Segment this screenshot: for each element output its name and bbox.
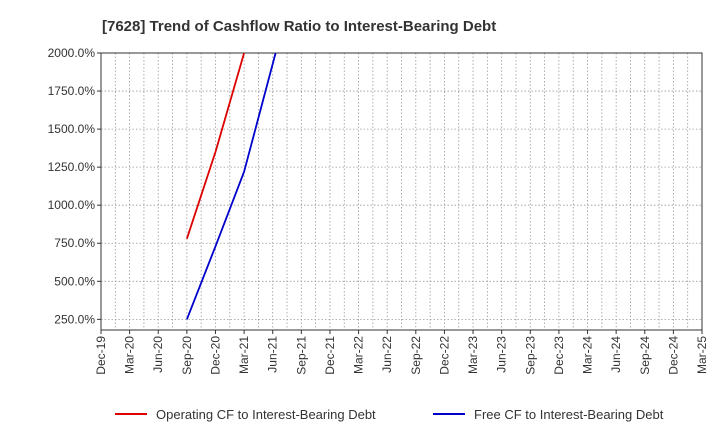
- x-tick-label: Dec-21: [323, 336, 337, 375]
- x-tick-label: Dec-23: [552, 336, 566, 375]
- x-tick-label: Jun-24: [609, 336, 623, 373]
- grid: [101, 52, 702, 330]
- x-tick-label: Dec-22: [437, 336, 451, 375]
- x-tick-label: Mar-24: [581, 336, 595, 374]
- y-tick-label: 2000.0%: [48, 46, 96, 60]
- x-axis: Dec-19 Mar-20 Jun-20 Sep-20 Dec-20 Mar-21 Jun-…: [94, 330, 709, 375]
- y-tick-label: 250.0%: [54, 312, 95, 326]
- y-tick-label: 1750.0%: [48, 84, 96, 98]
- legend: Operating CF to Interest-Bearing Debt Fre…: [115, 407, 664, 422]
- x-tick-label: Mar-21: [237, 336, 251, 374]
- x-tick-label: Dec-19: [94, 336, 108, 375]
- x-tick-label: Mar-25: [695, 336, 709, 374]
- y-tick-label: 1250.0%: [48, 160, 96, 174]
- x-tick-label: Sep-20: [180, 336, 194, 375]
- series-line-free-cf: [186, 53, 277, 320]
- x-tick-label: Jun-20: [151, 336, 165, 373]
- x-tick-label: Mar-23: [466, 336, 480, 374]
- y-tick-label: 1500.0%: [48, 122, 96, 136]
- x-tick-label: Jun-21: [266, 336, 280, 373]
- y-tick-label: 750.0%: [54, 236, 95, 250]
- plot-area: [100, 52, 703, 331]
- legend-label-free-cf: Free CF to Interest-Bearing Debt: [474, 407, 664, 422]
- x-tick-label: Sep-24: [638, 336, 652, 375]
- x-tick-label: Mar-20: [123, 336, 137, 374]
- x-tick-label: Sep-23: [523, 336, 537, 375]
- y-tick-label: 1000.0%: [48, 198, 96, 212]
- x-tick-label: Mar-22: [352, 336, 366, 374]
- y-axis: 250.0% 500.0% 750.0% 1000.0% 1250.0% 1500.0% 1…: [48, 46, 101, 326]
- x-tick-label: Dec-24: [666, 336, 680, 375]
- x-tick-label: Jun-22: [380, 336, 394, 373]
- series-lines: [186, 53, 277, 320]
- chart-title: [7628] Trend of Cashflow Ratio to Intere…: [102, 18, 496, 35]
- x-tick-label: Jun-23: [495, 336, 509, 373]
- y-tick-label: 500.0%: [54, 274, 95, 288]
- series-line-operating-cf: [186, 53, 245, 239]
- legend-label-operating-cf: Operating CF to Interest-Bearing Debt: [156, 407, 376, 422]
- x-tick-label: Sep-22: [409, 336, 423, 375]
- x-tick-label: Sep-21: [294, 336, 308, 375]
- x-tick-label: Dec-20: [208, 336, 222, 375]
